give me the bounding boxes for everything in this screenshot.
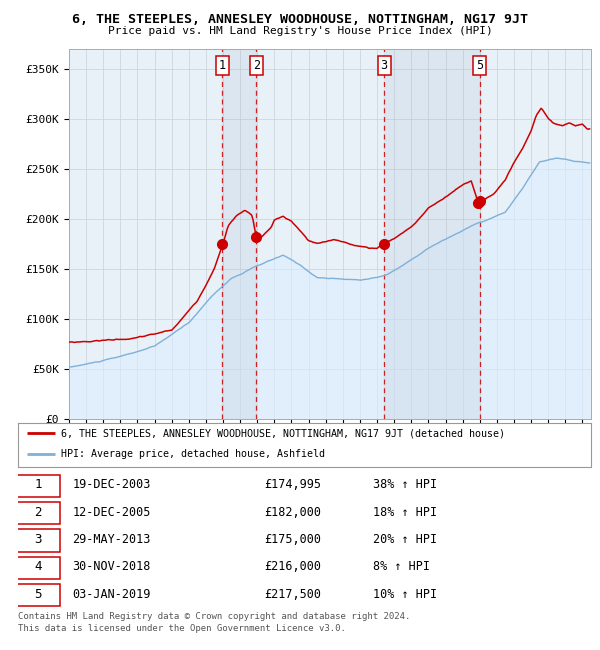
Text: Price paid vs. HM Land Registry's House Price Index (HPI): Price paid vs. HM Land Registry's House … bbox=[107, 26, 493, 36]
Text: £217,500: £217,500 bbox=[265, 588, 322, 601]
FancyBboxPatch shape bbox=[17, 556, 60, 579]
Text: 6, THE STEEPLES, ANNESLEY WOODHOUSE, NOTTINGHAM, NG17 9JT (detached house): 6, THE STEEPLES, ANNESLEY WOODHOUSE, NOT… bbox=[61, 428, 505, 438]
Text: 1: 1 bbox=[35, 478, 42, 491]
Text: 1: 1 bbox=[219, 59, 226, 72]
Text: 6, THE STEEPLES, ANNESLEY WOODHOUSE, NOTTINGHAM, NG17 9JT: 6, THE STEEPLES, ANNESLEY WOODHOUSE, NOT… bbox=[72, 13, 528, 26]
Text: Contains HM Land Registry data © Crown copyright and database right 2024.: Contains HM Land Registry data © Crown c… bbox=[18, 612, 410, 621]
Bar bbox=[223, 49, 256, 419]
Text: £175,000: £175,000 bbox=[265, 533, 322, 546]
Text: 29-MAY-2013: 29-MAY-2013 bbox=[73, 533, 151, 546]
Text: 4: 4 bbox=[35, 560, 42, 573]
Text: 38% ↑ HPI: 38% ↑ HPI bbox=[373, 478, 437, 491]
Text: 2: 2 bbox=[253, 59, 260, 72]
Text: 12-DEC-2005: 12-DEC-2005 bbox=[73, 506, 151, 519]
Text: 20% ↑ HPI: 20% ↑ HPI bbox=[373, 533, 437, 546]
Text: 30-NOV-2018: 30-NOV-2018 bbox=[73, 560, 151, 573]
Text: 10% ↑ HPI: 10% ↑ HPI bbox=[373, 588, 437, 601]
Text: 3: 3 bbox=[35, 533, 42, 546]
Text: 19-DEC-2003: 19-DEC-2003 bbox=[73, 478, 151, 491]
Text: 03-JAN-2019: 03-JAN-2019 bbox=[73, 588, 151, 601]
Text: 5: 5 bbox=[35, 588, 42, 601]
FancyBboxPatch shape bbox=[17, 529, 60, 552]
FancyBboxPatch shape bbox=[17, 584, 60, 606]
Bar bbox=[384, 49, 480, 419]
Text: 5: 5 bbox=[476, 59, 484, 72]
Text: 8% ↑ HPI: 8% ↑ HPI bbox=[373, 560, 430, 573]
Text: 18% ↑ HPI: 18% ↑ HPI bbox=[373, 506, 437, 519]
Text: £182,000: £182,000 bbox=[265, 506, 322, 519]
Text: HPI: Average price, detached house, Ashfield: HPI: Average price, detached house, Ashf… bbox=[61, 449, 325, 460]
Text: This data is licensed under the Open Government Licence v3.0.: This data is licensed under the Open Gov… bbox=[18, 624, 346, 633]
Text: £174,995: £174,995 bbox=[265, 478, 322, 491]
Text: 2: 2 bbox=[35, 506, 42, 519]
FancyBboxPatch shape bbox=[17, 474, 60, 497]
Text: £216,000: £216,000 bbox=[265, 560, 322, 573]
FancyBboxPatch shape bbox=[17, 502, 60, 525]
Text: 3: 3 bbox=[380, 59, 388, 72]
